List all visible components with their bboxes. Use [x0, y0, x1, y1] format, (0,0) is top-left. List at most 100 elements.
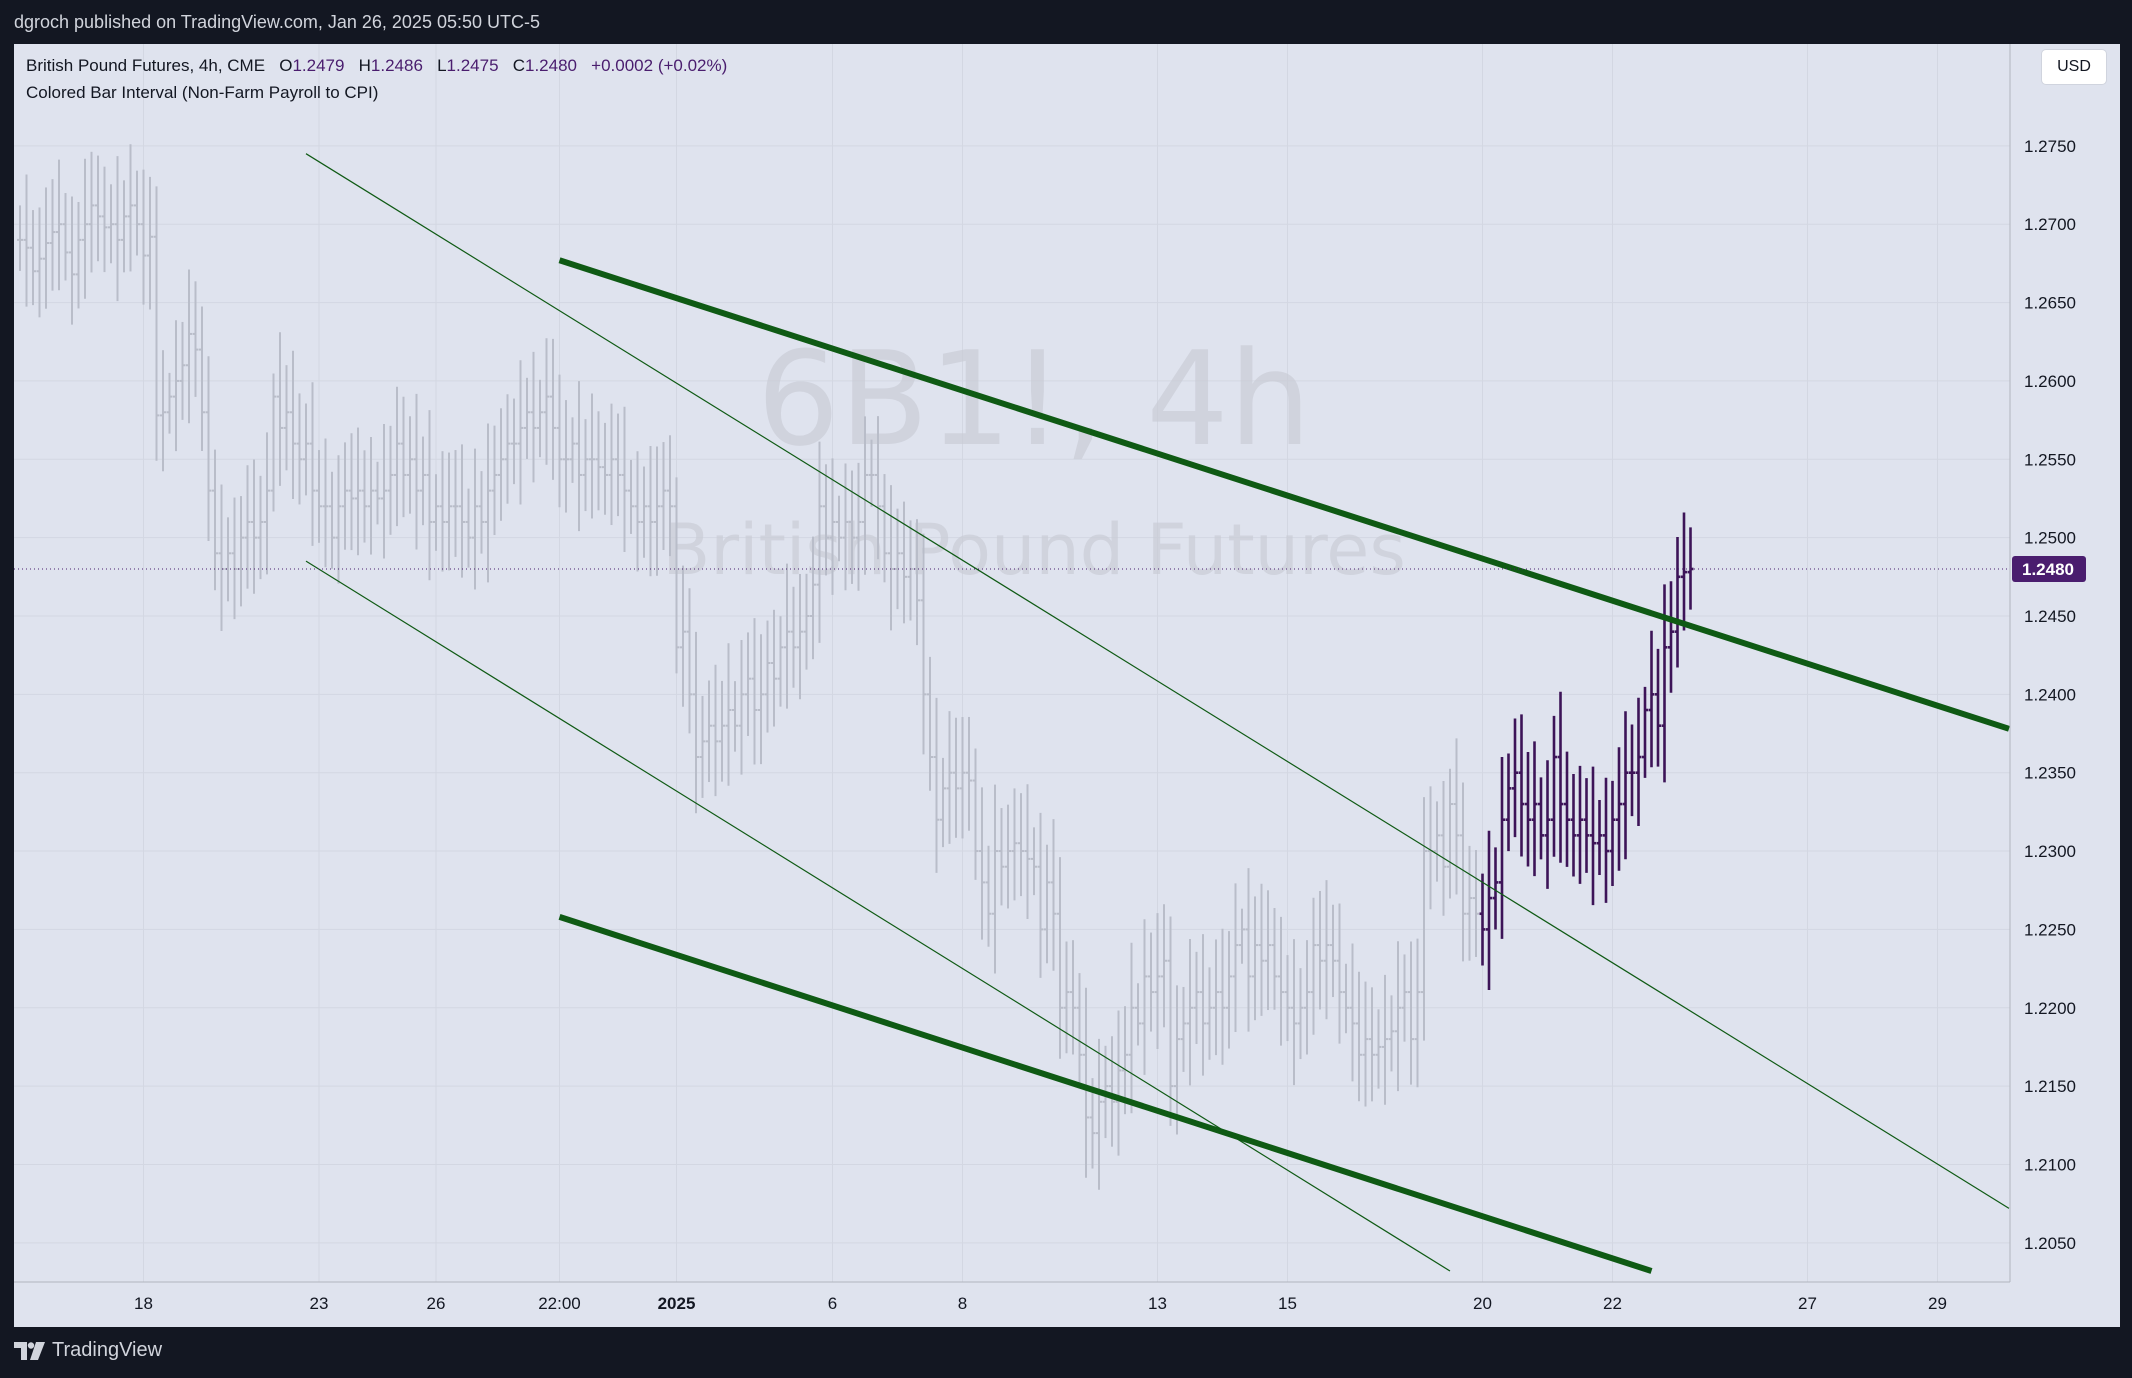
ohlc-bar — [147, 176, 153, 310]
ohlc-bar — [680, 565, 686, 707]
ohlc-bar — [1109, 1036, 1115, 1147]
ohlc-bar — [361, 450, 368, 543]
time-tick-label: 26 — [427, 1294, 446, 1313]
ohlc-bar — [296, 393, 303, 505]
ohlc-bar — [511, 398, 517, 485]
ohlc-bar — [1323, 880, 1330, 1020]
time-axis — [14, 1282, 2120, 1327]
price-tick-label: 1.2300 — [2024, 842, 2076, 861]
ohlc-bar-highlighted — [1551, 715, 1557, 857]
ohlc-bar — [504, 394, 511, 504]
ohlc-bar — [257, 475, 264, 580]
price-tick-label: 1.2750 — [2024, 137, 2076, 156]
ohlc-bar — [270, 373, 277, 512]
ohlc-bar — [660, 442, 667, 550]
ohlc-bar — [166, 372, 173, 434]
watermark-symbol: 6B1!, 4h — [757, 323, 1311, 475]
ohlc-bar — [472, 448, 478, 590]
ohlc-bar-highlighted — [1577, 765, 1583, 884]
ohlc-bar — [244, 465, 251, 589]
ohlc-bar-highlighted — [1564, 751, 1570, 867]
ohlc-bar — [972, 748, 979, 880]
ohlc-bar — [394, 386, 400, 527]
ohlc-bar — [641, 466, 647, 558]
ohlc-bar — [387, 425, 394, 535]
ohlc-bar — [940, 757, 946, 848]
legend-indicator-row[interactable]: Colored Bar Interval (Non-Farm Payroll t… — [26, 79, 727, 106]
ohlc-bar — [550, 338, 556, 480]
tradingview-logo-icon — [14, 1341, 45, 1360]
ohlc-bar — [543, 338, 550, 465]
tradingview-brand[interactable]: TradingView — [14, 1339, 162, 1362]
ohlc-bar — [1063, 941, 1070, 1054]
ohlc-bar — [1310, 897, 1317, 1035]
ohlc-bar — [589, 393, 595, 519]
ohlc-bar — [751, 618, 758, 765]
ohlc-bar — [322, 438, 329, 568]
time-tick-label: 15 — [1278, 1294, 1297, 1313]
ohlc-bar — [959, 717, 966, 839]
ohlc-bar — [485, 423, 491, 583]
ohlc-bar-highlighted — [1538, 777, 1544, 860]
ohlc-bar — [1096, 1038, 1102, 1190]
ohlc-bar-highlighted — [1590, 766, 1596, 906]
time-tick-label: 29 — [1928, 1294, 1947, 1313]
price-tick-label: 1.2350 — [2024, 764, 2076, 783]
ohlc-bar — [745, 632, 751, 736]
ohlc-bar — [563, 400, 569, 513]
ohlc-bar — [173, 320, 179, 452]
ohlc-bar — [1408, 941, 1414, 1085]
ohlc-bar — [667, 435, 673, 557]
ohlc-bar — [212, 449, 218, 591]
legend-change: +0.0002 (+0.02%) — [591, 56, 728, 75]
ohlc-bar — [1070, 940, 1076, 1055]
ohlc-bar — [1089, 1078, 1096, 1169]
ohlc-bar — [810, 536, 816, 660]
ohlc-bar — [1154, 913, 1161, 1050]
price-chart[interactable]: 6B1!, 4h British Pound Futures 1.2750 1.270… — [14, 44, 2120, 1327]
ohlc-bar — [1284, 955, 1291, 1042]
ohlc-bar — [1115, 1010, 1122, 1156]
ohlc-bar — [1395, 941, 1401, 1092]
ohlc-bar — [875, 416, 881, 560]
trend-line-upper-channel-thick — [558, 257, 2010, 732]
legend-high: 1.2486 — [370, 56, 423, 75]
ohlc-bar — [1018, 793, 1024, 897]
price-tick-label: 1.2100 — [2024, 1155, 2076, 1174]
ohlc-bar — [790, 586, 797, 688]
current-price-tag — [2012, 555, 2086, 582]
ohlc-bar — [17, 205, 23, 271]
ohlc-bar — [420, 436, 426, 526]
ohlc-bar — [621, 406, 628, 552]
ohlc-bar — [134, 170, 140, 256]
ohlc-bar — [595, 411, 602, 511]
ohlc-bar — [1388, 995, 1395, 1072]
ohlc-bar — [36, 207, 43, 318]
price-axis — [2010, 44, 2120, 1327]
ohlc-bar — [1245, 868, 1252, 1032]
ohlc-bar — [1382, 974, 1388, 1105]
ohlc-bar — [1421, 797, 1427, 1041]
ohlc-bar — [1226, 931, 1232, 1049]
ohlc-bar — [1349, 943, 1356, 1082]
ohlc-bar-highlighted — [1499, 756, 1505, 939]
ohlc-bar-highlighted — [1603, 777, 1609, 903]
ohlc-bar — [433, 474, 439, 551]
ohlc-bar-highlighted — [1609, 780, 1616, 886]
ohlc-bar — [264, 432, 270, 575]
ohlc-bar — [1336, 903, 1343, 1044]
ohlc-bar — [1174, 985, 1180, 1135]
chart-frame[interactable]: 6B1!, 4h British Pound Futures 1.2750 1.270… — [14, 44, 2120, 1327]
chart-legend: British Pound Futures, 4h, CME O1.2479 H… — [26, 52, 727, 106]
ohlc-bar — [374, 461, 381, 525]
ohlc-bar — [784, 563, 790, 709]
ohlc-bar — [75, 202, 82, 309]
ohlc-bar — [1297, 968, 1304, 1060]
legend-indicator[interactable]: Colored Bar Interval (Non-Farm Payroll t… — [26, 83, 379, 102]
ohlc-bar — [1219, 928, 1226, 1065]
ohlc-bar — [439, 451, 446, 572]
ohlc-bar — [1193, 951, 1200, 1045]
currency-button[interactable]: USD — [2042, 50, 2106, 84]
trend-line-upper-channel-thin — [305, 153, 2010, 1209]
trend-line-lower-channel-thin — [305, 560, 1451, 1272]
